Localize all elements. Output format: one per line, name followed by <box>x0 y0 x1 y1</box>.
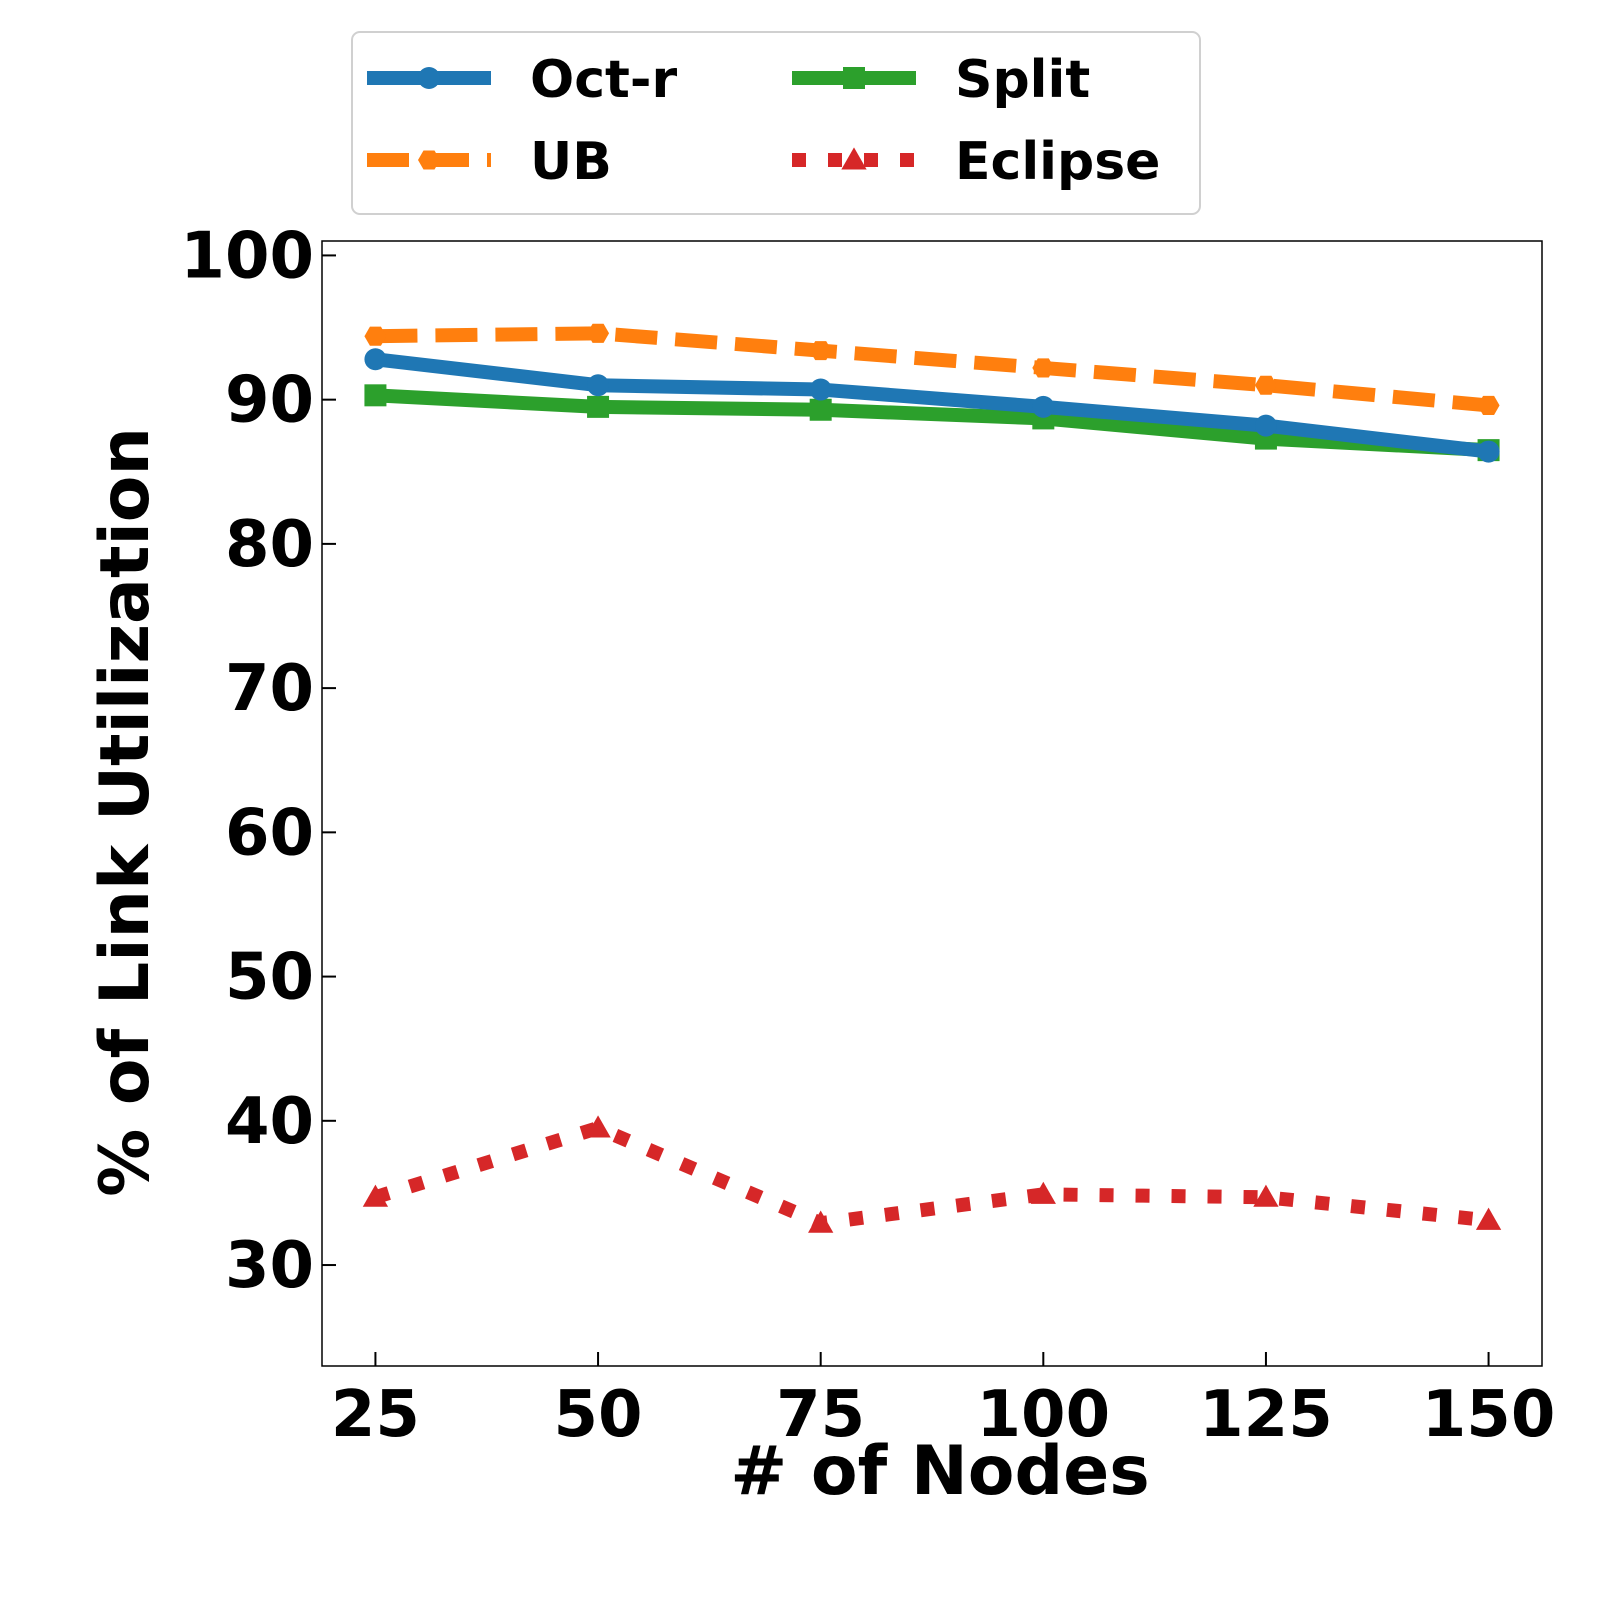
series-oct-r <box>364 348 1500 463</box>
data-point <box>809 341 832 361</box>
data-point <box>809 378 832 401</box>
data-point <box>1475 1207 1502 1230</box>
y-tick-label: 70 <box>225 652 314 726</box>
y-axis-title: % of Link Utilization <box>86 427 165 1197</box>
x-tick-label: 50 <box>554 1378 643 1452</box>
x-tick-label: 125 <box>1199 1378 1333 1452</box>
data-point <box>585 1115 611 1138</box>
legend-entry-ub: UB <box>367 132 612 192</box>
data-point <box>1253 1184 1279 1207</box>
series-line <box>375 388 1489 458</box>
y-tick-label: 80 <box>225 508 314 582</box>
x-tick-label: 100 <box>977 1378 1111 1452</box>
series-line <box>375 326 1490 413</box>
data-point <box>587 323 610 343</box>
data-point <box>1032 358 1055 378</box>
data-point <box>808 1210 834 1233</box>
legend: Oct-r Split UB Eclipse <box>351 31 1201 215</box>
axes: 30 40 50 60 70 80 90 100 25 50 75 100 125 150 <box>180 219 1555 1452</box>
x-axis-title: # of Nodes <box>730 1432 1150 1511</box>
legend-frame <box>351 31 1201 215</box>
legend-marker <box>841 147 867 170</box>
y-tick-label: 100 <box>180 219 314 293</box>
legend-marker <box>418 150 440 170</box>
series-eclipse <box>362 1115 1502 1233</box>
data-point <box>364 326 387 346</box>
data-point <box>1477 395 1500 415</box>
legend-marker <box>843 67 865 89</box>
data-point <box>364 348 387 371</box>
y-tick-label: 30 <box>225 1229 314 1303</box>
y-tick-label: 50 <box>225 941 314 1015</box>
x-tick-label: 150 <box>1422 1378 1556 1452</box>
series-line <box>374 352 1490 459</box>
data-point <box>1032 395 1055 418</box>
y-tick-label: 40 <box>225 1085 314 1159</box>
legend-label: Oct-r <box>530 50 677 110</box>
x-tick-label: 75 <box>776 1378 865 1452</box>
x-tick-label: 25 <box>331 1378 420 1452</box>
data-point <box>809 398 832 421</box>
legend-label: Eclipse <box>955 132 1160 192</box>
data-point <box>1254 375 1277 395</box>
data-point <box>587 395 610 418</box>
legend-label: Split <box>955 50 1090 110</box>
y-tick-label: 60 <box>225 796 314 870</box>
plot-area <box>362 323 1502 1233</box>
y-tick-label: 90 <box>225 364 314 438</box>
legend-label: UB <box>530 132 612 192</box>
data-point <box>362 1184 389 1207</box>
data-point <box>1254 414 1277 437</box>
series-ub <box>364 323 1500 415</box>
legend-entry-eclipse: Eclipse <box>792 132 1160 192</box>
legend-entry-split: Split <box>792 50 1090 110</box>
data-point <box>364 384 387 407</box>
series-line <box>373 1121 1490 1231</box>
legend-marker <box>418 67 440 89</box>
data-point <box>1030 1181 1056 1204</box>
plot-frame <box>321 240 1543 1367</box>
data-point <box>1477 440 1500 463</box>
data-point <box>587 374 610 397</box>
legend-entry-oct-r: Oct-r <box>367 50 677 110</box>
